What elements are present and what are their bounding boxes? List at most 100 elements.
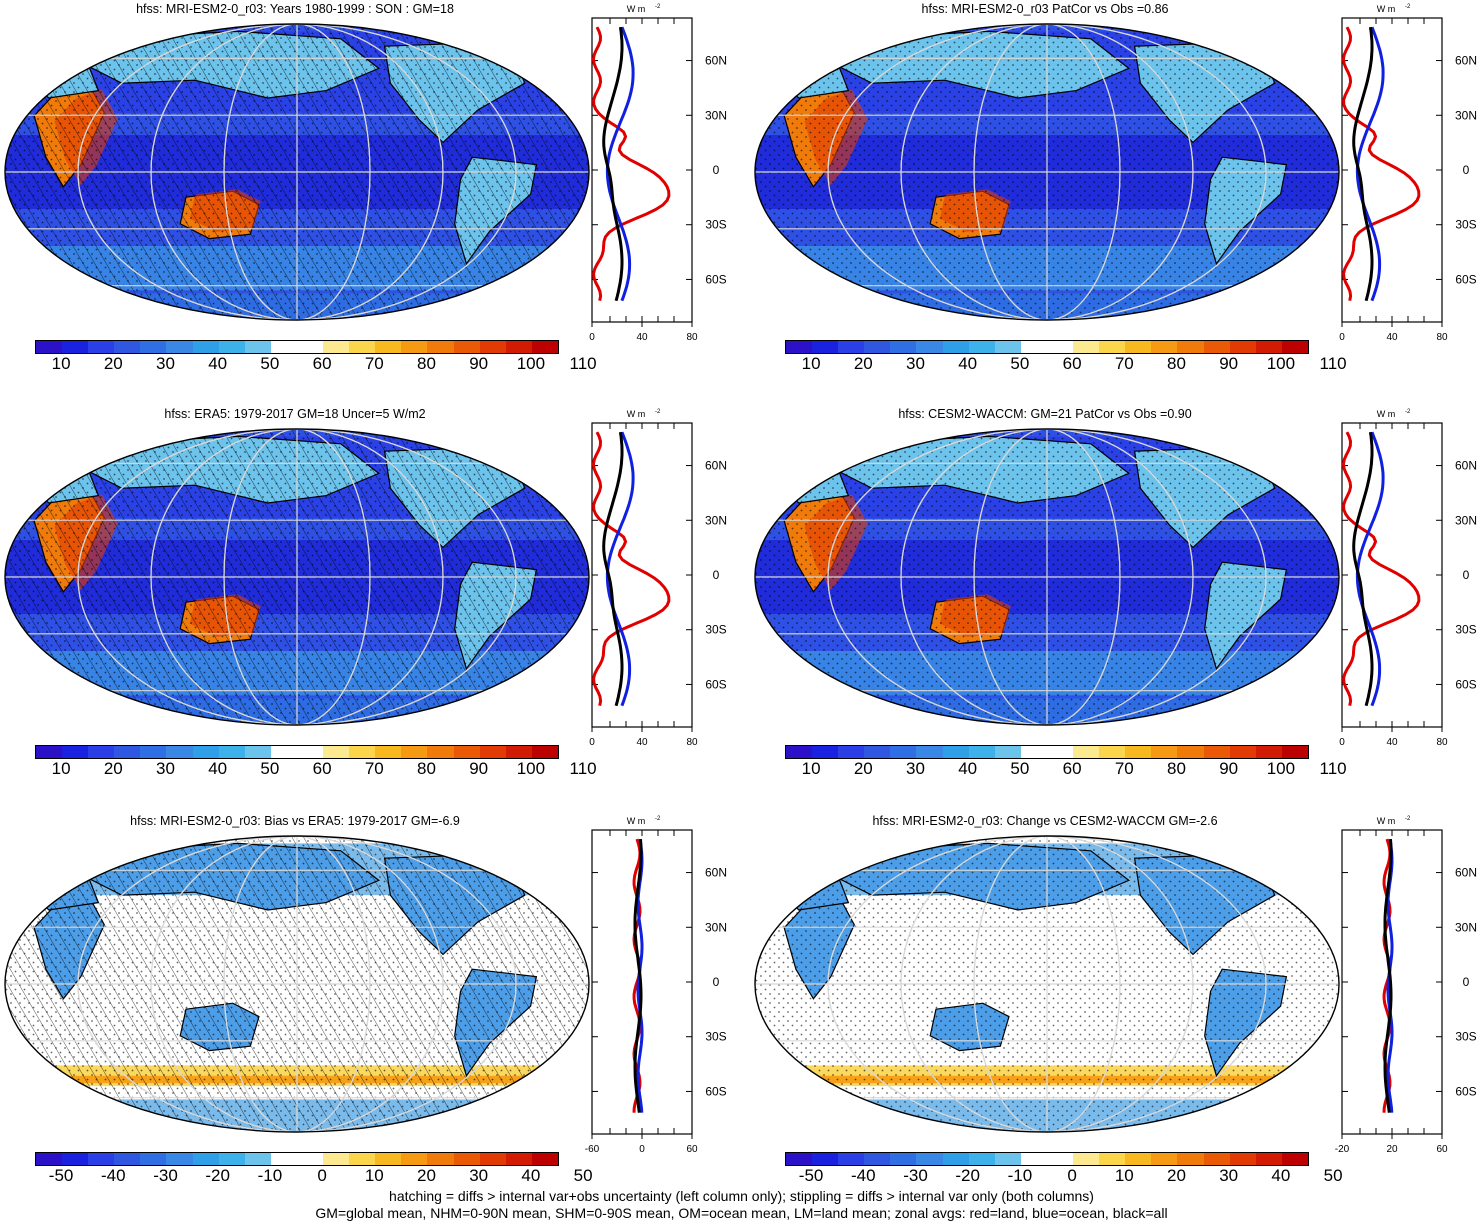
colorbar-swatch bbox=[1281, 1153, 1308, 1165]
colorbar-swatch bbox=[1151, 341, 1178, 353]
colorbar-label: 70 bbox=[364, 759, 384, 778]
lat-tick-label: 60N bbox=[705, 54, 727, 68]
all-curve bbox=[1352, 431, 1374, 707]
colorbar-label: 20 bbox=[103, 354, 123, 373]
lat-tick-label: 30S bbox=[1455, 218, 1476, 232]
colorbar-swatch bbox=[401, 746, 428, 758]
colorbar-swatch bbox=[1203, 341, 1230, 353]
colorbar-swatch bbox=[140, 341, 167, 353]
panel-title: hfss: ERA5: 1979-2017 GM=18 Uncer=5 W/m2 bbox=[164, 407, 426, 421]
colorbar-swatch bbox=[1229, 341, 1256, 353]
colorbar-swatch bbox=[349, 1153, 376, 1165]
colorbar-label: 40 bbox=[958, 759, 978, 778]
lat-tick-label: 30S bbox=[1455, 1030, 1476, 1044]
profile-x-tick: 40 bbox=[1386, 332, 1398, 343]
panel-bias: hfss: MRI-ESM2-0_r03: Bias vs ERA5: 1979… bbox=[0, 812, 727, 1212]
colorbar-swatch bbox=[864, 746, 891, 758]
colorbar-label: 80 bbox=[417, 759, 436, 778]
colorbar-swatch bbox=[812, 746, 839, 758]
colorbar-swatch bbox=[786, 341, 813, 353]
colorbar-swatch bbox=[88, 1153, 115, 1165]
colorbar-swatch bbox=[942, 746, 969, 758]
lat-tick-label: 60S bbox=[1455, 272, 1476, 286]
colorbar-label: 40 bbox=[1271, 1166, 1291, 1185]
profile-x-tick: -60 bbox=[585, 1144, 600, 1155]
colorbar-swatch bbox=[62, 746, 89, 758]
colorbar-swatch bbox=[1020, 1153, 1047, 1165]
colorbar-label: 90 bbox=[469, 354, 489, 373]
colorbar-swatch bbox=[1125, 341, 1152, 353]
colorbar-label: 50 bbox=[1010, 759, 1030, 778]
colorbar-label: 50 bbox=[260, 759, 280, 778]
colorbar-swatch bbox=[531, 341, 558, 353]
lat-tick-label: 30N bbox=[1455, 108, 1477, 122]
colorbar-swatch bbox=[166, 341, 193, 353]
colorbar-swatch bbox=[88, 341, 115, 353]
colorbar-swatch bbox=[1255, 1153, 1282, 1165]
panel-title: hfss: MRI-ESM2-0_r03: Years 1980-1999 : … bbox=[136, 2, 454, 16]
lat-tick-label: 30S bbox=[705, 218, 726, 232]
colorbar-swatch bbox=[1151, 1153, 1178, 1165]
all-curve bbox=[633, 839, 643, 1113]
colorbar-label: 100 bbox=[1266, 354, 1296, 373]
colorbar-label: 30 bbox=[1219, 1166, 1239, 1185]
colorbar-label: -30 bbox=[153, 1166, 178, 1185]
colorbar-swatch bbox=[270, 746, 297, 758]
colorbar-swatch bbox=[270, 341, 297, 353]
colorbar-swatch bbox=[1046, 341, 1074, 353]
svg-text:-2: -2 bbox=[655, 4, 661, 10]
colorbar-label: 10 bbox=[364, 1166, 384, 1185]
lat-tick-label: 30N bbox=[1455, 920, 1477, 934]
colorbar-label: 90 bbox=[1219, 759, 1239, 778]
profile-x-tick: 80 bbox=[686, 332, 698, 343]
lat-tick-label: 30N bbox=[705, 108, 727, 122]
colorbar-swatch bbox=[375, 746, 402, 758]
colorbar-swatch bbox=[1255, 746, 1282, 758]
profile-x-tick: 80 bbox=[686, 737, 698, 748]
colorbar-label: 70 bbox=[1114, 759, 1134, 778]
world-map: W m -2 60N 30N 0 30S 60S -20 20 60 bbox=[754, 816, 1477, 1155]
colorbar-swatch bbox=[812, 341, 839, 353]
profile-unit: W m bbox=[1377, 4, 1396, 14]
colorbar-label: 40 bbox=[208, 354, 228, 373]
land-curve bbox=[591, 431, 671, 706]
lat-tick-label: 0 bbox=[713, 975, 720, 989]
colorbar-swatch bbox=[1073, 341, 1100, 353]
footer-note-2: GM=global mean, NHM=0-90N mean, SHM=0-90… bbox=[315, 1205, 1168, 1221]
colorbar-swatch bbox=[890, 746, 917, 758]
colorbar-swatch bbox=[942, 341, 969, 353]
profile-unit: W m bbox=[627, 816, 646, 826]
colorbar bbox=[35, 745, 559, 759]
colorbar-swatch bbox=[531, 1153, 558, 1165]
colorbar-swatch bbox=[1203, 746, 1230, 758]
profile-x-tick: 20 bbox=[1386, 1144, 1398, 1155]
colorbar-swatch bbox=[838, 341, 865, 353]
colorbar-swatch bbox=[218, 746, 245, 758]
colorbar-swatch bbox=[1099, 1153, 1126, 1165]
colorbar-swatch bbox=[401, 1153, 428, 1165]
colorbar-label: 30 bbox=[906, 354, 925, 373]
colorbar-label: 60 bbox=[312, 354, 332, 373]
colorbar bbox=[785, 1152, 1309, 1166]
colorbar-swatch bbox=[1125, 1153, 1152, 1165]
colorbar-swatch bbox=[786, 746, 813, 758]
colorbar-label: 20 bbox=[417, 1166, 436, 1185]
colorbar-label: 30 bbox=[469, 1166, 489, 1185]
colorbar-swatch bbox=[1177, 746, 1204, 758]
panel-model-patcor: hfss: MRI-ESM2-0_r03 PatCor vs Obs =0.86… bbox=[750, 0, 1477, 400]
colorbar-swatch bbox=[244, 746, 271, 758]
colorbar-swatch bbox=[323, 1153, 350, 1165]
colorbar-swatch bbox=[1255, 341, 1282, 353]
colorbar-label: 10 bbox=[1114, 1166, 1134, 1185]
profile-x-tick: 40 bbox=[636, 332, 648, 343]
colorbar-label: 10 bbox=[801, 759, 821, 778]
world-map: W m -2 60N 30N 0 30S 60S 0 40 80 bbox=[4, 409, 727, 748]
lat-tick-label: 30N bbox=[705, 920, 727, 934]
profile-unit: W m bbox=[627, 4, 646, 14]
colorbar-swatch bbox=[36, 1153, 63, 1165]
colorbar-label: -10 bbox=[257, 1166, 283, 1185]
lat-tick-label: 30N bbox=[1455, 513, 1477, 527]
colorbar-swatch bbox=[505, 341, 532, 353]
colorbar-label: 110 bbox=[569, 354, 597, 373]
colorbar-label: 20 bbox=[853, 354, 873, 373]
